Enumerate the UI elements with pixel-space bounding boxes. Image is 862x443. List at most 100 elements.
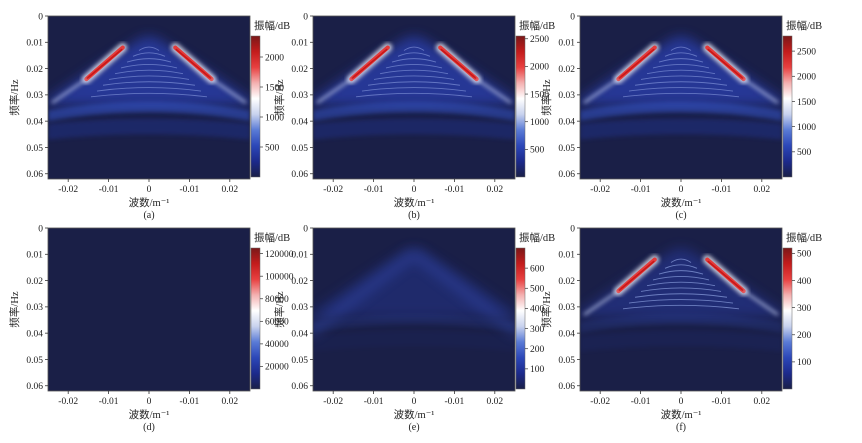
colorbar-gradient: [515, 247, 526, 390]
ripple-ridge: [138, 46, 160, 51]
y-tick-label: 0.04: [291, 329, 308, 339]
y-tick-label: 0.03: [558, 91, 575, 101]
y-tick-label: 0: [570, 224, 575, 234]
ripple-ridge: [640, 287, 722, 292]
colorbar-gradient: [515, 35, 526, 178]
ripple-ridge: [664, 52, 698, 57]
x-axis-label: 波数/m⁻¹: [394, 196, 435, 209]
y-tick-label: 0.01: [291, 251, 308, 261]
x-tick-label: -0.01: [712, 185, 732, 195]
heatmap-image: [313, 228, 515, 391]
y-axis-label: 频率/Hz: [273, 79, 286, 115]
ripple-ridge: [108, 75, 190, 80]
x-axis-label: 波数/m⁻¹: [129, 408, 170, 421]
panel-caption: (a): [143, 210, 154, 221]
y-tick-label: 0.02: [26, 65, 43, 75]
colorbar: 振幅/dB 20000 40000 60000 80000 100000 120000: [250, 231, 294, 390]
colorbar-tick-label: 80000: [265, 295, 289, 305]
ridge-core: [707, 260, 744, 291]
ridge-core: [618, 260, 655, 291]
heatmap-image: [580, 248, 782, 352]
ripple-ridge: [132, 52, 166, 57]
colorbar-tick-label: 2000: [797, 73, 816, 83]
x-tick-label: -0.01: [631, 397, 651, 407]
x-tick-label: 0: [147, 397, 152, 407]
y-tick-label: 0.06: [558, 170, 575, 180]
y-tick-label: 0.05: [558, 356, 575, 366]
colorbar-gradient: [250, 247, 261, 390]
x-tick-label: -0.01: [445, 397, 465, 407]
x-tick-label: 0: [412, 397, 417, 407]
colorbar-tick-label: 400: [797, 277, 812, 287]
x-tick-label: 0.02: [221, 397, 238, 407]
y-tick-label: 0.05: [291, 144, 308, 154]
y-tick-label: 0.06: [26, 382, 43, 392]
x-tick-label: 0.02: [753, 185, 770, 195]
x-tick-label: -0.01: [712, 397, 732, 407]
colorbar: 振幅/dB 500 1000 1500 2000 2500: [515, 19, 555, 178]
ridge-core: [618, 48, 655, 79]
ripple-ridge: [670, 46, 692, 51]
x-axis-label: 波数/m⁻¹: [129, 196, 170, 209]
panel-b: -0.02 -0.01 0 -0.01 0.02 0 0.01 0.02 0.03 0.04 0.0…: [273, 12, 555, 221]
colorbar-tick-label: 500: [530, 146, 545, 156]
ripple-ridge: [664, 264, 698, 269]
heatmap-image: [580, 36, 782, 140]
colorbar-label: 振幅/dB: [786, 19, 822, 32]
y-tick-label: 0.05: [291, 356, 308, 366]
y-tick-label: 0: [570, 12, 575, 22]
x-tick-label: -0.01: [445, 185, 465, 195]
x-tick-label: 0: [412, 185, 417, 195]
ripple-ridge: [628, 87, 734, 92]
x-tick-label: -0.02: [323, 397, 343, 407]
ripple-ridge: [403, 46, 425, 51]
panel-caption: (b): [408, 210, 420, 221]
ripple-ridge: [670, 258, 692, 263]
colorbar-tick-label: 100: [530, 365, 545, 375]
x-tick-label: 0.02: [486, 397, 503, 407]
ripple-ridge: [658, 58, 704, 63]
faint-arms: [313, 249, 515, 337]
ridge-arm: [742, 78, 779, 104]
x-tick-label: 0: [679, 185, 684, 195]
ripple-ridge: [646, 69, 716, 75]
y-axis-label: 频率/Hz: [540, 291, 553, 327]
ripple-ridge: [361, 87, 467, 92]
colorbar-tick-label: 400: [530, 305, 545, 315]
y-tick-label: 0: [38, 12, 43, 22]
y-tick-label: 0.05: [26, 356, 43, 366]
dispersion-band-lower: [48, 118, 250, 140]
colorbar-tick-label: 100000: [265, 273, 294, 283]
panel-e: -0.02 -0.01 0 -0.01 0.02 0 0.01 0.02 0.03 0.04 0.0…: [273, 224, 555, 433]
y-tick-label: 0.03: [26, 91, 43, 101]
panel-d: -0.02 -0.01 0 -0.01 0.02 0 0.01 0.02 0.03 0.04 0.0…: [8, 224, 294, 433]
y-axis-label: 频率/Hz: [540, 79, 553, 115]
colorbar-tick-label: 1500: [530, 90, 549, 100]
colorbar-tick-label: 1500: [265, 83, 284, 93]
y-tick-label: 0.04: [558, 117, 575, 127]
ripple-ridge: [367, 81, 461, 86]
y-tick-label: 0: [38, 224, 43, 234]
ridge-arm: [316, 78, 353, 104]
colorbar-tick-label: 300: [530, 325, 545, 335]
colorbar-tick-label: 200: [797, 331, 812, 341]
panel-caption: (c): [675, 210, 686, 221]
x-tick-label: -0.02: [590, 397, 610, 407]
y-tick-label: 0.06: [291, 170, 308, 180]
heatmap-image: [48, 36, 250, 140]
x-tick-label: -0.02: [590, 185, 610, 195]
y-tick-label: 0.04: [26, 329, 43, 339]
x-axis-label: 波数/m⁻¹: [661, 408, 702, 421]
panel-f: -0.02 -0.01 0 -0.01 0.02 0 0.01 0.02 0.03 0.04 0.0…: [540, 224, 822, 433]
colorbar-tick-label: 2000: [530, 63, 549, 73]
x-tick-label: 0: [147, 185, 152, 195]
y-tick-label: 0.02: [291, 277, 308, 287]
colorbar-tick-label: 200: [530, 345, 545, 355]
y-tick-label: 0: [303, 12, 308, 22]
colorbar-tick-label: 1000: [530, 118, 549, 128]
ridge-core: [707, 48, 744, 79]
dispersion-band-lower: [580, 330, 782, 352]
ripple-ridge: [634, 293, 728, 298]
ripple-ridge: [126, 58, 172, 63]
y-tick-label: 0.01: [26, 39, 43, 49]
